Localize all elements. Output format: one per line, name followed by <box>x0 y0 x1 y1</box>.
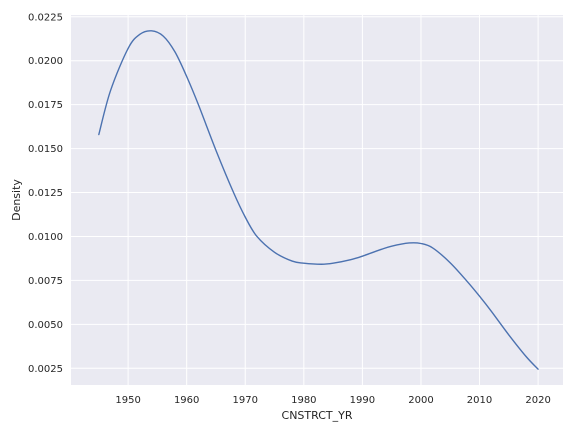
x-tick-label: 2020 <box>525 395 550 406</box>
series-group <box>98 30 539 370</box>
y-tick-label: 0.0075 <box>28 276 63 287</box>
x-tick-label: 1960 <box>174 395 199 406</box>
y-tick-label: 0.0100 <box>28 232 63 243</box>
x-tick-label: 1970 <box>233 395 258 406</box>
y-axis: 0.0025 0.0050 0.0075 0.0100 0.0125 0.0150 0.01… <box>28 12 63 375</box>
y-tick-label: 0.0025 <box>28 364 63 375</box>
y-tick-label: 0.0050 <box>28 320 63 331</box>
grid <box>71 15 563 385</box>
plot-area <box>71 15 563 385</box>
y-tick-label: 0.0200 <box>28 56 63 67</box>
density-curve <box>98 30 539 370</box>
y-tick-label: 0.0150 <box>28 144 63 155</box>
x-axis-label: CNSTRCT_YR <box>282 409 353 422</box>
x-axis: 1950 1960 1970 1980 1990 2000 2010 2020 <box>115 395 550 406</box>
x-tick-label: 2010 <box>467 395 492 406</box>
y-tick-label: 0.0125 <box>28 188 63 199</box>
x-tick-label: 1950 <box>115 395 140 406</box>
x-tick-label: 2000 <box>408 395 433 406</box>
x-tick-label: 1990 <box>350 395 375 406</box>
x-tick-label: 1980 <box>291 395 316 406</box>
y-tick-label: 0.0225 <box>28 12 63 23</box>
y-tick-label: 0.0175 <box>28 100 63 111</box>
y-axis-label: Density <box>10 179 23 221</box>
